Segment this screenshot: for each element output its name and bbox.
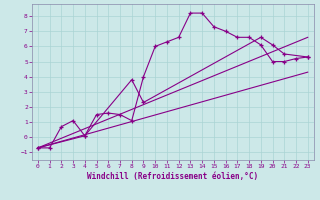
X-axis label: Windchill (Refroidissement éolien,°C): Windchill (Refroidissement éolien,°C) bbox=[87, 172, 258, 181]
